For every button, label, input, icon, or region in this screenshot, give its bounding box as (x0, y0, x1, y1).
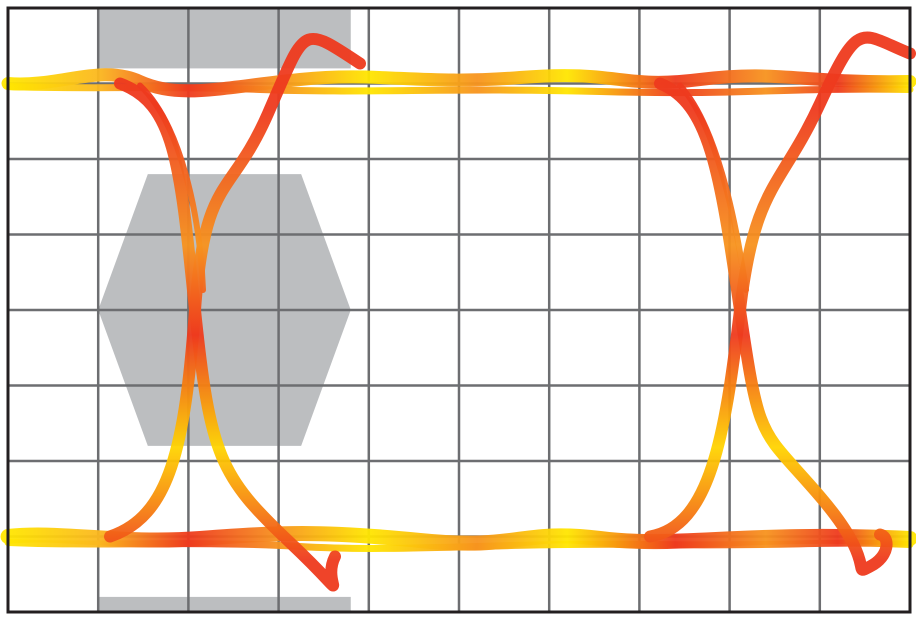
bottom-mask-region (98, 596, 351, 612)
edge-trace (137, 82, 206, 293)
rising-edge-trace (104, 33, 366, 543)
rising-edge-trace (644, 31, 916, 543)
low-level-trace (0, 526, 916, 551)
edge-trace (677, 82, 749, 293)
low-level-trace (4, 539, 914, 552)
high-level-trace (1, 68, 916, 98)
eye-traces (0, 31, 916, 592)
falling-edge-trace (654, 77, 893, 576)
falling-edge-trace (114, 77, 341, 592)
plot-frame (6, 6, 912, 614)
